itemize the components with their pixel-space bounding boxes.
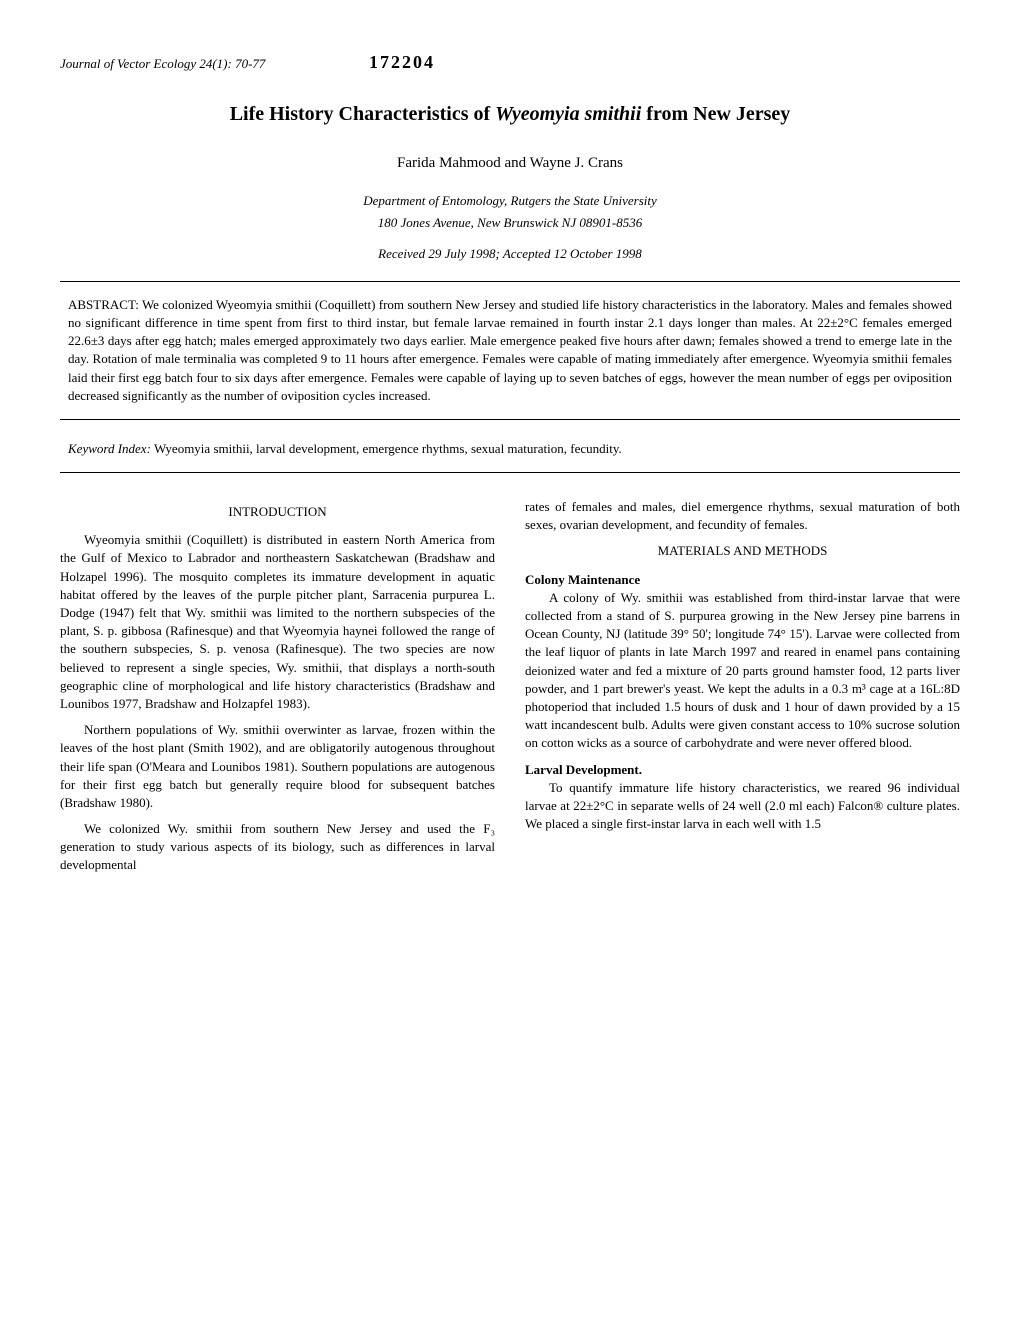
methods-heading: MATERIALS AND METHODS <box>525 542 960 560</box>
introduction-heading: INTRODUCTION <box>60 503 495 521</box>
colony-text: A colony of Wy. smithii was established … <box>525 589 960 753</box>
intro-paragraph-2: Northern populations of Wy. smithii over… <box>60 721 495 812</box>
journal-citation: Journal of Vector Ecology 24(1): 70-77 <box>60 56 265 71</box>
left-column: INTRODUCTION Wyeomyia smithii (Coquillet… <box>60 498 495 883</box>
larval-text: To quantify immature life history charac… <box>525 779 960 834</box>
authors: Farida Mahmood and Wayne J. Crans <box>60 153 960 174</box>
abstract-text: ABSTRACT: We colonized Wyeomyia smithii … <box>68 296 952 405</box>
title-species: Wyeomyia smithii <box>495 103 641 125</box>
keyword-label: Keyword Index: <box>68 441 151 456</box>
abstract-block: ABSTRACT: We colonized Wyeomyia smithii … <box>60 281 960 420</box>
intro-paragraph-3: We colonized Wy. smithii from southern N… <box>60 820 495 875</box>
two-column-body: INTRODUCTION Wyeomyia smithii (Coquillet… <box>60 498 960 883</box>
keyword-text: Keyword Index: Wyeomyia smithii, larval … <box>68 440 952 458</box>
keyword-block: Keyword Index: Wyeomyia smithii, larval … <box>60 430 960 473</box>
col2-continuation: rates of females and males, diel emergen… <box>525 498 960 534</box>
abstract-body: We colonized Wyeomyia smithii (Coquillet… <box>68 297 952 403</box>
title-tail: from New Jersey <box>641 103 790 125</box>
right-column: rates of females and males, diel emergen… <box>525 498 960 883</box>
journal-header-row: Journal of Vector Ecology 24(1): 70-77 1… <box>60 50 960 75</box>
submission-dates: Received 29 July 1998; Accepted 12 Octob… <box>60 245 960 263</box>
colony-subheading: Colony Maintenance <box>525 571 960 589</box>
keyword-body: Wyeomyia smithii, larval development, em… <box>154 441 622 456</box>
affiliation-address: 180 Jones Avenue, New Brunswick NJ 08901… <box>60 214 960 232</box>
abstract-label: ABSTRACT: <box>68 297 142 312</box>
title-main: Life History Characteristics of <box>230 103 495 125</box>
paper-title: Life History Characteristics of Wyeomyia… <box>60 100 960 128</box>
document-id: 172204 <box>369 52 435 72</box>
affiliation-dept: Department of Entomology, Rutgers the St… <box>60 192 960 210</box>
larval-subheading: Larval Development. <box>525 761 960 779</box>
intro-paragraph-1: Wyeomyia smithii (Coquillett) is distrib… <box>60 531 495 713</box>
